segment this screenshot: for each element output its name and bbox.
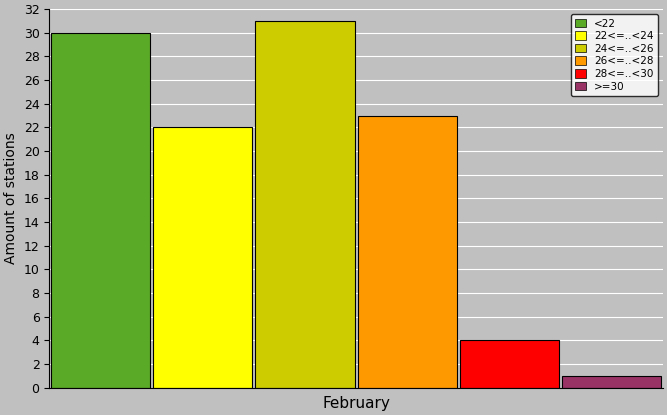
Bar xyxy=(460,340,559,388)
Bar xyxy=(562,376,661,388)
X-axis label: February: February xyxy=(322,396,390,411)
Legend: <22, 22<=..<24, 24<=..<26, 26<=..<28, 28<=..<30, >=30: <22, 22<=..<24, 24<=..<26, 26<=..<28, 28… xyxy=(571,15,658,96)
Y-axis label: Amount of stations: Amount of stations xyxy=(4,132,18,264)
Bar xyxy=(358,115,457,388)
Bar xyxy=(255,21,355,388)
Bar xyxy=(153,127,252,388)
Bar xyxy=(51,33,150,388)
